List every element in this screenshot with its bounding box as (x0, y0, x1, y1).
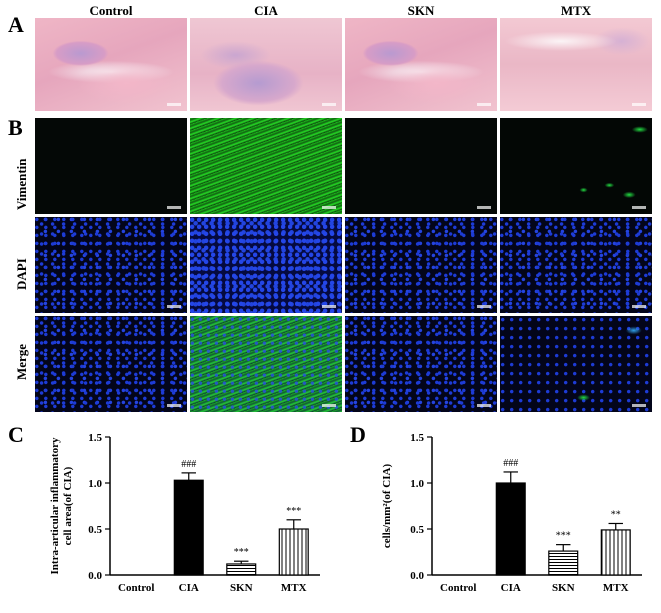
bar-skn (548, 550, 579, 576)
category-label: MTX (603, 582, 629, 594)
merge-image-skn (345, 316, 497, 412)
chart-c-svg: 0.0 0.5 1.0 1.5 Intra-articular inflammatory… (49, 432, 320, 594)
significance-label: ** (611, 509, 621, 520)
vimentin-image-mtx (500, 118, 652, 214)
merge-image-mtx (500, 316, 652, 412)
he-image-mtx (500, 18, 652, 111)
y-axis-label: cells/mm²(of CIA) (381, 464, 393, 549)
significance-label: *** (286, 506, 301, 517)
y-tick-label: 0.0 (88, 570, 102, 582)
bar-mtx (600, 529, 631, 576)
panel-label-d: D (350, 422, 366, 447)
row-label-merge: Merge (14, 343, 29, 380)
category-label: MTX (281, 582, 307, 594)
merge-image-control (35, 316, 187, 412)
panel-label-c: C (8, 422, 24, 447)
y-tick-label: 1.0 (410, 478, 424, 490)
category-label: CIA (501, 582, 521, 594)
column-header-mtx: MTX (560, 3, 592, 18)
panel-label-a: A (8, 12, 24, 37)
significance-label: *** (556, 531, 571, 542)
bar-cia (495, 482, 526, 576)
chart-d-svg: 0.0 0.5 1.0 1.5 cells/mm²(of CIA) Control ### C… (381, 432, 642, 594)
category-label: Control (118, 582, 154, 594)
vimentin-image-skn (345, 118, 497, 214)
chart-c: 0.0 0.5 1.0 1.5 Intra-articular inflammatory… (0, 420, 330, 608)
bar-cia (173, 479, 204, 576)
category-label: SKN (552, 582, 575, 594)
dapi-image-control (35, 217, 187, 313)
dapi-image-skn (345, 217, 497, 313)
y-tick-label: 0.0 (410, 570, 424, 582)
he-image-control (35, 18, 187, 111)
vimentin-image-control (35, 118, 187, 214)
category-label: CIA (179, 582, 199, 594)
dapi-image-cia (190, 217, 342, 313)
y-tick-label: 1.5 (88, 432, 102, 444)
column-header-control: Control (89, 3, 133, 18)
bar-mtx (278, 528, 309, 576)
significance-label: *** (234, 547, 249, 558)
chart-d: 0.0 0.5 1.0 1.5 cells/mm²(of CIA) Control ### C… (340, 420, 661, 608)
merge-image-cia (190, 316, 342, 412)
he-image-skn (345, 18, 497, 111)
vimentin-image-cia (190, 118, 342, 214)
y-axis-label: Intra-articular inflammatory (49, 437, 61, 574)
y-tick-label: 1.0 (88, 478, 102, 490)
dapi-image-mtx (500, 217, 652, 313)
y-axis-label: cell area(of CIA) (62, 466, 74, 545)
he-image-cia (190, 18, 342, 111)
category-label: SKN (230, 582, 253, 594)
y-tick-label: 1.5 (410, 432, 424, 444)
significance-label: ### (181, 459, 196, 470)
column-header-cia: CIA (254, 3, 278, 18)
column-header-skn: SKN (407, 3, 435, 18)
y-tick-label: 0.5 (88, 524, 102, 536)
y-tick-label: 0.5 (410, 524, 424, 536)
panel-label-b: B (8, 115, 23, 140)
category-label: Control (440, 582, 476, 594)
significance-label: ### (503, 458, 518, 469)
row-label-vimentin: Vimentin (14, 158, 29, 210)
bar-skn (226, 563, 257, 576)
row-label-dapi: DAPI (14, 258, 29, 290)
